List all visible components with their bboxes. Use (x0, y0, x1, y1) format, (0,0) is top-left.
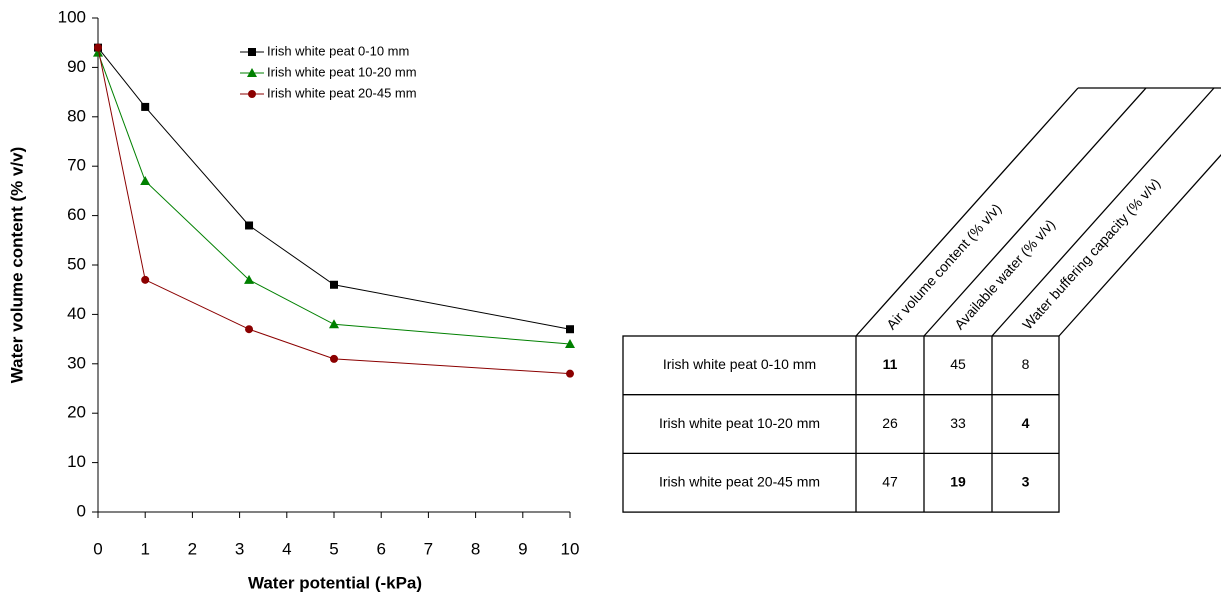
table-border (622, 335, 1060, 513)
y-tick-label: 100 (58, 7, 86, 26)
y-tick-label: 70 (67, 156, 86, 175)
column-header: Water buffering capacity (% v/v) (1019, 175, 1163, 333)
marker (141, 102, 150, 111)
row-label: Irish white peat 0-10 mm (663, 356, 816, 372)
marker (93, 47, 103, 57)
marker (330, 354, 338, 363)
cell-value: 47 (882, 473, 898, 489)
cell-value: 8 (1022, 356, 1030, 372)
row-label: Irish white peat 20-45 mm (659, 473, 820, 489)
y-tick-label: 40 (67, 304, 86, 323)
legend-label: Irish white peat 0-10 mm (267, 43, 409, 58)
row-label: Irish white peat 10-20 mm (659, 415, 820, 431)
x-tick-label: 4 (282, 539, 291, 558)
legend-label: Irish white peat 10-20 mm (267, 64, 417, 79)
marker (566, 369, 574, 378)
legend-item: Irish white peat 0-10 mm (240, 43, 409, 58)
y-axis-title: Water volume content (% v/v) (7, 147, 26, 383)
y-tick-label: 90 (67, 57, 86, 76)
marker (245, 221, 254, 230)
cell-value: 33 (950, 415, 966, 431)
marker (141, 275, 150, 284)
x-tick-label: 7 (424, 539, 433, 558)
x-tick-label: 9 (518, 539, 527, 558)
marker (94, 43, 102, 52)
marker (245, 325, 254, 334)
legend-item: Irish white peat 20-45 mm (240, 85, 417, 100)
marker (140, 176, 151, 186)
marker (565, 339, 575, 349)
cell-value: 4 (1022, 415, 1030, 431)
marker (244, 274, 255, 284)
x-axis-title: Water potential (-kPa) (248, 573, 422, 592)
x-tick-label: 0 (93, 539, 102, 558)
cell-value: 3 (1022, 473, 1030, 489)
x-tick-label: 2 (188, 539, 197, 558)
y-tick-label: 10 (67, 452, 86, 471)
x-tick-label: 10 (561, 539, 580, 558)
marker (248, 48, 256, 56)
cell-value: 26 (882, 415, 898, 431)
y-tick-label: 0 (77, 501, 86, 520)
y-tick-label: 80 (67, 106, 86, 125)
marker (329, 319, 339, 329)
y-tick-label: 20 (67, 403, 86, 422)
x-tick-label: 1 (140, 539, 149, 558)
x-tick-label: 6 (376, 539, 385, 558)
header-diagonal (1058, 154, 1221, 337)
y-tick-label: 30 (67, 353, 86, 372)
y-tick-label: 50 (67, 254, 86, 273)
header-diagonal (991, 87, 1215, 337)
x-tick-label: 3 (235, 539, 244, 558)
cell-value: 19 (950, 473, 966, 489)
y-tick-label: 60 (67, 205, 86, 224)
x-tick-label: 8 (471, 539, 480, 558)
header-diagonal (855, 87, 1079, 337)
cell-value: 45 (950, 356, 966, 372)
x-tick-label: 5 (329, 539, 338, 558)
marker (248, 90, 256, 98)
legend-label: Irish white peat 20-45 mm (267, 85, 417, 100)
legend-item: Irish white peat 10-20 mm (240, 64, 417, 79)
marker (247, 68, 257, 77)
header-diagonal (923, 87, 1147, 337)
cell-value: 11 (883, 356, 898, 372)
marker (330, 280, 338, 289)
marker (566, 325, 574, 334)
